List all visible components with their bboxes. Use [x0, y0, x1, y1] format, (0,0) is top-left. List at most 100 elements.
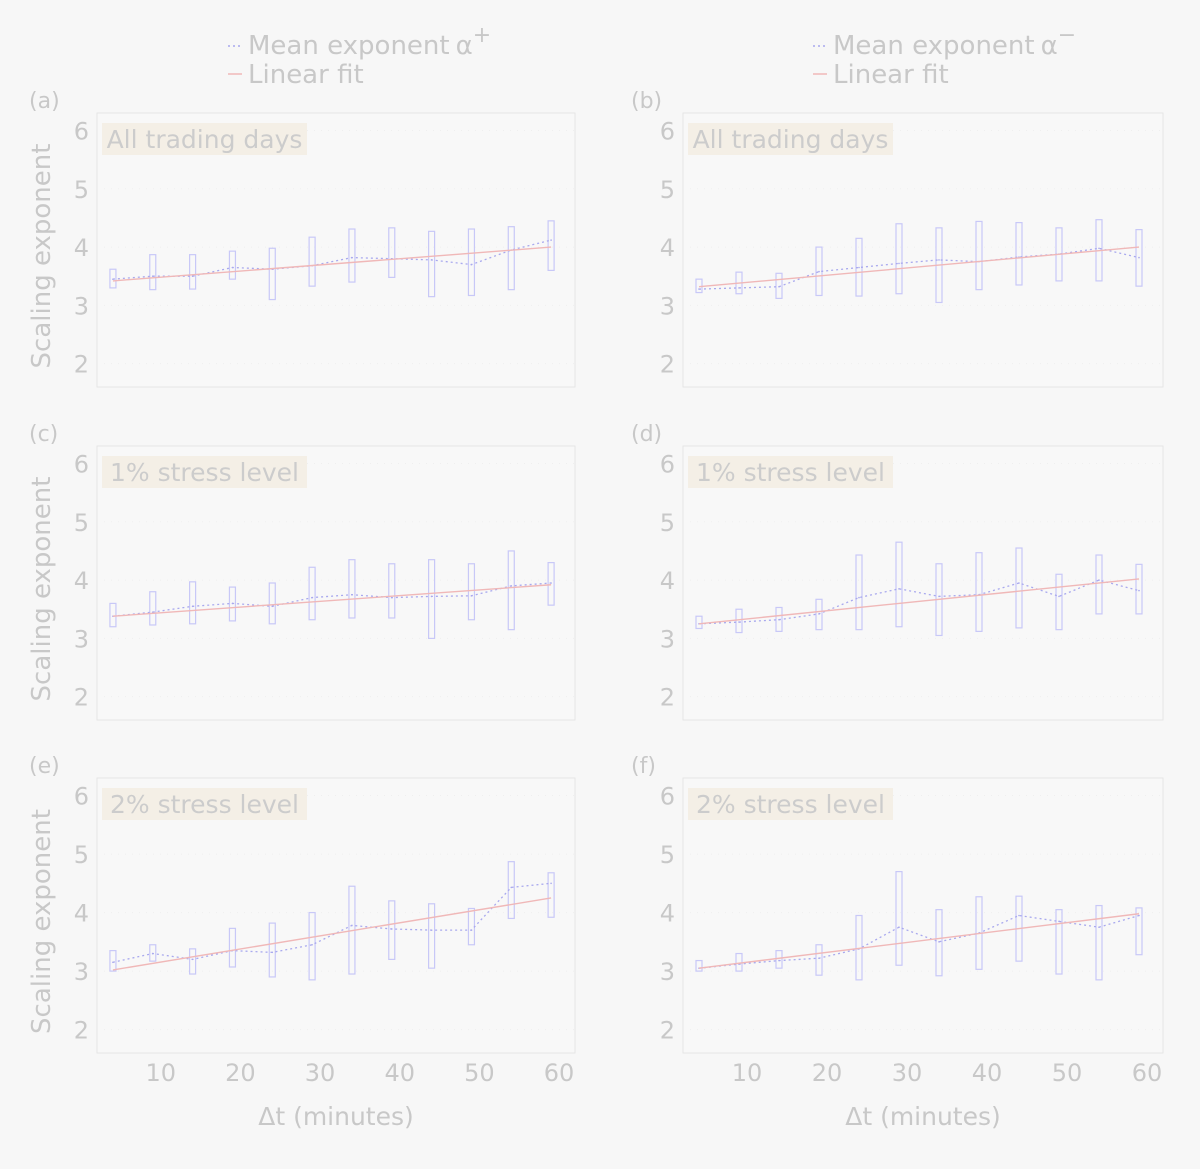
plot-frame: [682, 445, 1164, 721]
box-mark: [308, 236, 316, 287]
mean-point: [311, 943, 313, 946]
linear-fit-line: [698, 578, 1140, 625]
mean-series-line: [112, 582, 552, 617]
mean-point: [698, 288, 700, 290]
y-axis-label: Scaling exponent: [27, 144, 57, 369]
mean-point: [430, 595, 433, 598]
mean-point: [1138, 256, 1140, 259]
mean-point: [818, 613, 820, 615]
x-tick-label: 50: [464, 1059, 495, 1087]
mean-point: [818, 270, 820, 273]
x-tick-label: 10: [145, 1059, 176, 1087]
box-mark: [268, 922, 276, 978]
box-mark: [149, 944, 157, 962]
mean-point: [550, 239, 552, 241]
box-mark: [308, 566, 316, 621]
box-mark: [547, 872, 555, 918]
x-tick-label: 60: [544, 1059, 575, 1087]
mean-point: [231, 266, 234, 269]
panel-title-bg: [102, 788, 307, 820]
box-mark: [189, 254, 197, 290]
box-mark: [189, 581, 197, 625]
plot-frame: [96, 445, 576, 721]
x-tick-label: 30: [892, 1059, 923, 1087]
y-tick-label: 2: [660, 684, 675, 712]
box-mark: [975, 552, 983, 632]
box-mark: [348, 228, 356, 283]
plot-frame: [96, 777, 576, 1054]
box-mark: [1055, 573, 1063, 631]
mean-series-line: [698, 579, 1140, 625]
box-mark: [507, 226, 515, 291]
legend-alpha-symbol: α: [1041, 31, 1058, 61]
mean-point: [938, 259, 940, 261]
box-mark: [189, 948, 197, 975]
x-tick-label: 20: [225, 1059, 256, 1087]
panel-e: (e) 2 3 4 5 6 Scaling exponent 10 20 30 40 50 60 Δt (…: [27, 754, 576, 1131]
y-tick-label: 5: [74, 176, 89, 204]
y-tick-label: 6: [660, 450, 675, 478]
mean-point: [231, 602, 234, 605]
y-tick-label: 3: [74, 292, 89, 320]
mean-point: [898, 262, 900, 265]
y-tick-label: 2: [74, 684, 89, 712]
legend-fit-label: Linear fit: [833, 60, 949, 90]
x-tick-label: 60: [1132, 1059, 1163, 1087]
panel-label: (f): [631, 754, 656, 779]
box-mark: [735, 608, 743, 634]
box-mark: [228, 250, 237, 280]
mean-point: [550, 582, 552, 584]
mean-point: [778, 285, 780, 288]
mean-point: [351, 924, 353, 927]
mean-point: [430, 259, 433, 261]
mean-point: [470, 595, 473, 597]
y-tick-label: 3: [660, 625, 675, 653]
x-tick-label: 20: [812, 1059, 843, 1087]
mean-point: [938, 595, 940, 598]
mean-point: [191, 605, 194, 608]
panel-title-bg: [102, 123, 307, 155]
mean-point: [858, 596, 860, 599]
mean-point: [470, 929, 473, 931]
mean-point: [151, 952, 154, 955]
box-mark: [935, 909, 943, 977]
box-mark: [428, 230, 436, 298]
x-tick-label: 40: [972, 1059, 1003, 1087]
box-mark: [695, 615, 703, 630]
y-tick-label: 5: [660, 509, 675, 537]
linear-fit-line: [112, 897, 552, 971]
y-tick-label: 5: [74, 509, 89, 537]
y-tick-label: 2: [74, 351, 89, 379]
legend-alpha-sign: −: [1058, 23, 1076, 48]
box-mark: [109, 950, 117, 972]
panel-label: (b): [631, 89, 662, 114]
y-tick-label: 2: [660, 1017, 675, 1045]
y-tick-label: 6: [74, 117, 89, 145]
mean-point: [510, 886, 513, 889]
mean-point: [351, 256, 353, 259]
box-mark: [1135, 228, 1143, 287]
mean-point: [351, 593, 353, 596]
legend-fit-label: Linear fit: [248, 60, 364, 90]
panel-title-text: 2% stress level: [110, 790, 299, 819]
y-tick-label: 4: [74, 234, 89, 262]
mean-point: [191, 958, 194, 961]
box-mark: [815, 598, 823, 631]
box-mark: [1095, 904, 1103, 981]
box-mark: [1015, 547, 1023, 629]
mean-point: [151, 611, 154, 613]
mean-point: [1138, 914, 1140, 917]
panel-title-text: 1% stress level: [110, 458, 299, 487]
mean-series-line: [112, 882, 552, 963]
panel-title-bg: [688, 788, 893, 820]
mean-point: [1098, 926, 1100, 929]
box-mark: [775, 272, 783, 299]
y-tick-label: 6: [74, 783, 89, 811]
linear-fit-line: [698, 246, 1140, 288]
mean-point: [1058, 595, 1060, 598]
panel-title: 1% stress level: [102, 456, 307, 488]
panel-b: (b) 2 3 4 5 6 All trading days: [631, 89, 1164, 388]
mean-point: [550, 882, 552, 885]
mean-point: [898, 926, 900, 929]
